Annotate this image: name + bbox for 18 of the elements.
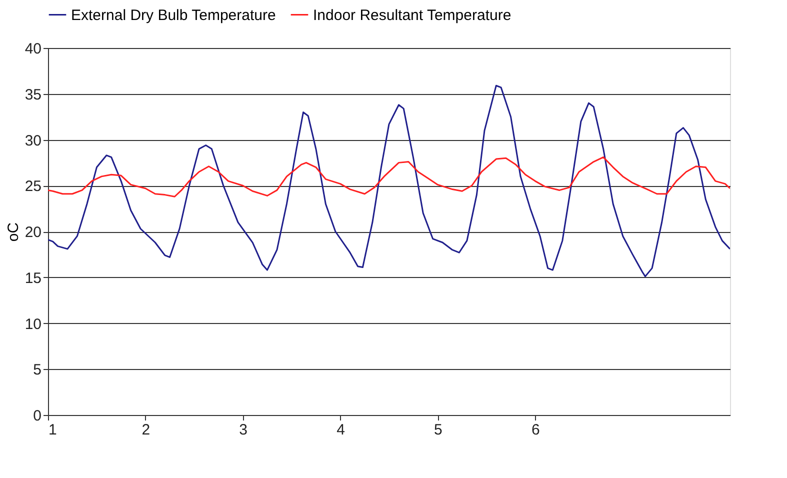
x-tick-label: 3	[239, 422, 248, 438]
y-tick-label: 25	[24, 178, 42, 196]
x-tick-label: 2	[142, 422, 150, 438]
x-tick-label: 6	[531, 422, 540, 438]
y-tick-label: 0	[33, 408, 42, 424]
y-axis-title: oC	[4, 222, 22, 242]
y-tick-label: 30	[24, 132, 42, 150]
y-tick-label: 5	[33, 362, 42, 379]
y-tick-label: 35	[24, 86, 42, 104]
y-tick-label: 20	[24, 224, 42, 241]
y-tick-label: 15	[24, 270, 42, 287]
legend-label: Indoor Resultant Temperature	[313, 6, 512, 24]
legend-label: External Dry Bulb Temperature	[71, 6, 276, 24]
x-tick-label: 4	[336, 422, 345, 438]
x-tick-label: 5	[434, 422, 442, 438]
y-tick-label: 10	[24, 316, 42, 333]
x-tick-label: 1	[48, 422, 57, 438]
y-tick-label: 40	[24, 40, 42, 58]
